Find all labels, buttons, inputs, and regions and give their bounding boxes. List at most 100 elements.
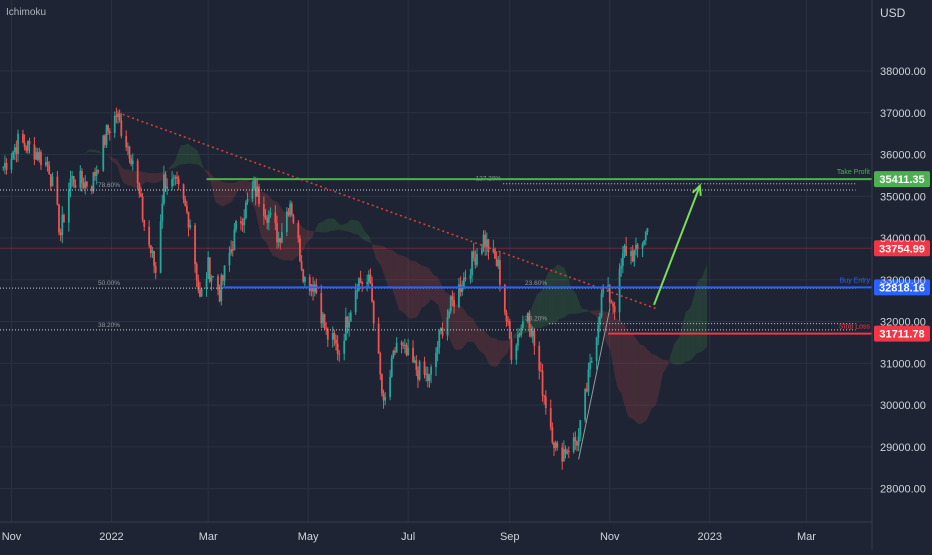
y-tick-label: 35000.00 [880,191,926,203]
cloud-segment [439,281,442,319]
candle-body [451,296,454,300]
candle-body [499,260,501,285]
candle-body [608,285,611,303]
candle-body [44,162,47,166]
cloud-segment [426,266,429,305]
cloud-segment [615,317,617,387]
candle-body [300,261,303,270]
candle-body [508,321,511,339]
cloud-segment [376,245,381,266]
candle-body [281,232,283,243]
candle-body [171,178,174,187]
candle-body [85,181,88,187]
candle-body [440,327,442,331]
candle-body [344,316,347,341]
indicator-label[interactable]: Ichimoku [6,7,46,18]
candle-body [643,240,646,245]
projection-arrow-line[interactable] [653,185,701,306]
y-tick-label: 31000.00 [880,358,926,370]
last-price-tag[interactable] [874,240,930,257]
candle-body [59,232,62,236]
cloud-segment [394,251,396,300]
cloud-segment [351,219,354,234]
cloud-segment [684,312,686,363]
candle-body [354,290,357,313]
candle-body [464,277,467,279]
candle-body [118,113,121,121]
candle-body [244,202,247,219]
candle-body [38,152,41,160]
candle-body [125,135,128,148]
cloud-segment [64,165,67,167]
level-price-tag[interactable] [874,325,930,342]
candle-body [551,427,554,443]
candle-body [446,317,449,336]
level-price-tag[interactable] [874,279,930,296]
candle-body [126,146,129,148]
candle-body [172,178,175,180]
candle-body [480,248,483,254]
candle-body [36,152,39,160]
candle-body [107,125,110,132]
candle-body [361,282,364,285]
cloud-segment [213,177,216,203]
y-tick-label: 37000.00 [880,108,926,120]
candle-body [613,306,616,313]
drawings-layer[interactable]: 78.60%50.00%38.20%127.20%23.60%38.20%Tak… [0,112,930,460]
fib-level-label: 38.20% [98,322,120,329]
trendline[interactable] [117,112,658,310]
cloud-segment [358,220,360,237]
cloud-segment [485,332,488,361]
cloud-segment [87,149,90,153]
candle-body [518,334,521,336]
cloud-segment [476,323,478,349]
candle-body [426,373,429,381]
candle-body [71,176,74,179]
candle-body [631,251,634,262]
candle-body [538,345,541,371]
candle-body [597,324,600,338]
candle-body [140,193,142,197]
cloud-segment [190,145,193,164]
cloud-segment [144,172,147,183]
cloud-segment [566,272,568,316]
cloud-segment [361,224,363,240]
candle-body [51,176,54,187]
last-price-label: 33754.99 [879,243,925,255]
cloud-segment [339,224,342,231]
candle-body [290,203,293,216]
cloud-segment [587,309,590,312]
cloud-segment [305,229,308,246]
cloud-segment [692,295,694,359]
cloud-segment [659,357,662,391]
candle-body [405,344,408,356]
cloud-segment [84,152,86,154]
y-tick-label: 34000.00 [880,233,926,245]
fib-level-label: 78.60% [98,182,120,189]
cloud-segment [544,276,547,327]
cloud-segment [651,353,657,410]
swing-line[interactable] [578,308,611,460]
candle-body [520,327,523,336]
y-tick-label: 38000.00 [880,66,926,78]
cloud-segment [99,150,101,154]
cloud-segment [225,182,227,206]
cloud-segment [610,312,612,360]
candle-body [435,352,437,368]
cloud-segment [289,214,291,262]
candle-body [4,162,6,168]
candle-body [104,135,106,145]
cloud-segment [221,181,224,207]
candle-body [274,212,277,224]
cloud-segment [582,308,588,313]
candle-body [515,345,518,360]
currency-label[interactable]: USD [880,6,906,20]
cloud-segment [656,355,658,405]
candle-body [644,232,647,241]
candle-body [621,253,624,267]
cloud-segment [353,219,358,235]
level-price-tag[interactable] [874,171,930,188]
cloud-segment [535,294,537,329]
